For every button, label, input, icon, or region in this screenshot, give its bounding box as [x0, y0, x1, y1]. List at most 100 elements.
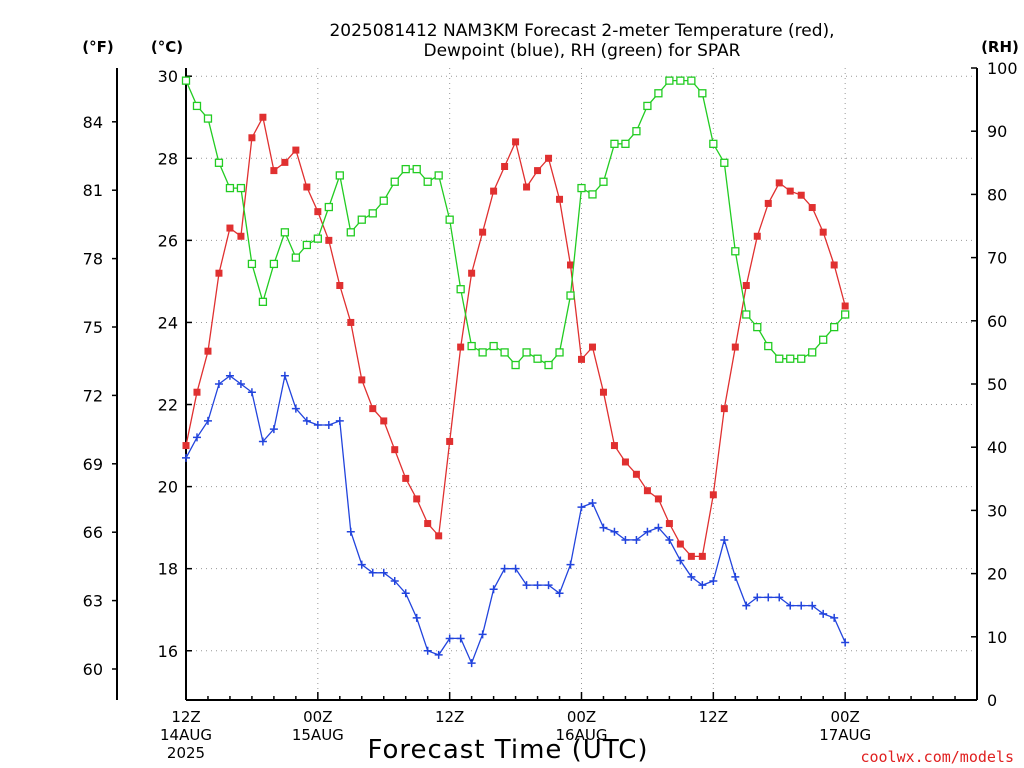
rh-unit-label: (RH)	[981, 38, 1019, 56]
rh-point	[599, 177, 608, 186]
dewpoint-point	[654, 523, 663, 532]
x-tick-label: 14AUG	[160, 726, 212, 744]
dewpoint-point	[643, 527, 652, 536]
temperature-point	[314, 208, 322, 216]
dewpoint-point	[302, 416, 311, 425]
celsius-tick-label: 24	[158, 313, 178, 332]
temperature-point	[435, 532, 443, 540]
temperature-point	[731, 343, 739, 351]
dewpoint-point	[709, 576, 718, 585]
temperature-point	[358, 376, 366, 384]
fahrenheit-tick-label: 72	[83, 386, 103, 405]
dewpoint-point	[368, 568, 377, 577]
dewpoint-point	[258, 437, 267, 446]
rh-tick-label: 20	[987, 565, 1007, 584]
temperature-series	[182, 113, 849, 560]
temperature-point	[687, 552, 695, 560]
dewpoint-point	[203, 416, 212, 425]
rh-point	[577, 183, 586, 193]
dewpoint-point	[632, 535, 641, 544]
rh-point	[731, 247, 740, 256]
rh-point	[775, 354, 784, 363]
dewpoint-point	[214, 380, 223, 388]
dewpoint-point	[544, 581, 553, 590]
dewpoint-point	[324, 421, 333, 430]
dewpoint-point	[269, 425, 278, 434]
dewpoint-point	[445, 634, 454, 643]
temperature-point	[621, 458, 629, 466]
rh-point	[654, 89, 663, 98]
dewpoint-point	[247, 388, 256, 397]
celsius-tick-label: 28	[158, 149, 178, 168]
dewpoint-point	[412, 613, 421, 622]
temperature-point	[720, 405, 728, 413]
temperature-point	[369, 405, 377, 413]
rh-tick-label: 80	[987, 185, 1007, 204]
temperature-point	[215, 269, 223, 277]
rh-point	[555, 348, 564, 357]
rh-tick-label: 70	[987, 249, 1007, 268]
x-tick-label: 00Z	[567, 708, 596, 726]
dewpoint-point	[335, 416, 344, 425]
rh-point	[742, 310, 751, 319]
rh-tick-label: 40	[987, 438, 1007, 457]
rh-point	[764, 341, 773, 351]
dewpoint-point	[830, 613, 839, 622]
temperature-point	[204, 347, 212, 355]
dewpoint-point	[610, 527, 619, 536]
temperature-point	[676, 540, 684, 548]
rh-point	[291, 253, 301, 262]
gridlines	[186, 68, 977, 700]
rh-point	[786, 354, 795, 363]
dewpoint-point	[775, 593, 784, 602]
x-tick-label: 12Z	[171, 708, 200, 726]
rh-point	[357, 215, 366, 224]
rh-point	[225, 183, 235, 193]
rh-point	[533, 354, 542, 363]
temperature-point	[665, 520, 673, 528]
rh-point	[401, 164, 410, 174]
rh-point	[830, 322, 839, 332]
dewpoint-point	[764, 593, 773, 602]
rh-point	[665, 76, 674, 85]
temperature-point	[808, 204, 816, 212]
dewpoint-point	[346, 527, 355, 536]
rh-point	[478, 348, 487, 357]
temperature-point	[578, 355, 585, 363]
celsius-tick-label: 20	[158, 478, 178, 497]
dewpoint-point	[357, 560, 366, 569]
rh-tick-label: 90	[987, 122, 1007, 141]
rh-point	[841, 310, 850, 319]
dewpoint-point	[423, 646, 432, 655]
rh-point	[632, 127, 641, 136]
dewpoint-point	[434, 650, 443, 659]
rh-point	[610, 139, 619, 148]
temperature-point	[742, 282, 750, 290]
fahrenheit-unit-label: (°F)	[82, 38, 113, 56]
rh-point	[643, 101, 652, 111]
dewpoint-point	[313, 421, 322, 430]
temperature-point	[534, 167, 542, 175]
temperature-point	[248, 134, 256, 142]
rh-point	[302, 240, 311, 250]
temperature-point	[270, 167, 278, 175]
temperature-point	[490, 187, 498, 195]
dewpoint-point	[621, 535, 630, 544]
fahrenheit-tick-label: 84	[83, 113, 103, 132]
temperature-point	[599, 388, 607, 396]
rh-point	[511, 360, 520, 370]
rh-point	[214, 158, 224, 167]
celsius-tick-label: 26	[158, 231, 178, 250]
celsius-tick-label: 18	[158, 560, 178, 579]
dewpoint-point	[599, 523, 608, 532]
fahrenheit-tick-label: 66	[83, 523, 103, 542]
temperature-point	[588, 343, 596, 351]
fahrenheit-tick-label: 81	[83, 181, 103, 200]
rh-point	[258, 297, 268, 306]
rh-point	[313, 234, 322, 243]
x-tick-label: 12Z	[699, 708, 728, 726]
dewpoint-point	[786, 601, 795, 610]
temperature-point	[446, 437, 454, 445]
dewpoint-point	[478, 630, 487, 639]
rh-point	[192, 101, 202, 111]
